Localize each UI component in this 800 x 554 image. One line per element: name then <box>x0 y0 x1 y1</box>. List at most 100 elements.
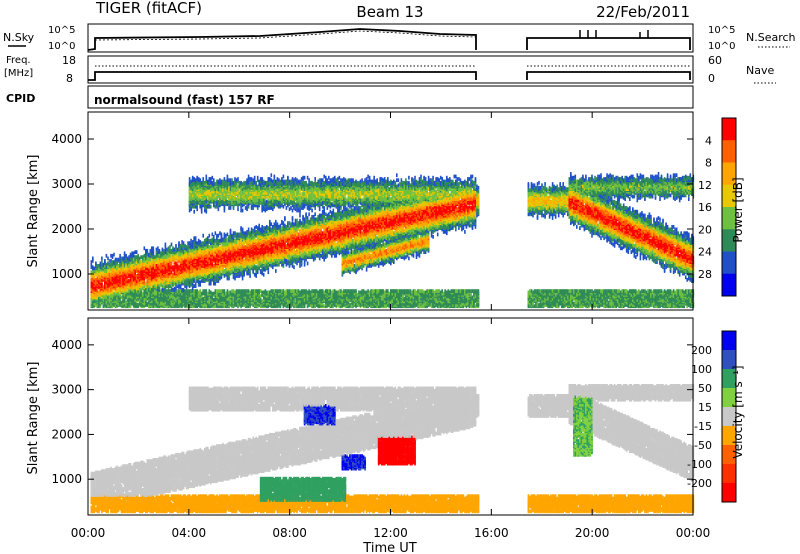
power-pixel <box>206 238 208 242</box>
power-pixel <box>209 289 211 293</box>
power-pixel <box>227 301 229 305</box>
power-pixel <box>190 239 192 243</box>
power-pixel <box>243 259 245 263</box>
power-pixel <box>128 255 130 259</box>
power-pixel <box>201 190 203 194</box>
power-pixel <box>142 292 144 296</box>
power-pixel <box>263 259 265 263</box>
power-pixel <box>101 257 103 261</box>
power-pixel <box>151 259 153 263</box>
power-pixel <box>125 301 127 305</box>
beam-title: Beam 13 <box>356 3 423 21</box>
power-pixel <box>157 246 159 250</box>
power-pixel <box>218 234 220 238</box>
power-pixel <box>227 175 229 179</box>
power-pixel <box>207 249 209 253</box>
power-pixel <box>187 241 189 245</box>
power-pixel <box>103 263 105 267</box>
power-pixel <box>245 245 247 249</box>
power-pixel <box>231 178 233 182</box>
power-pixel <box>122 257 124 261</box>
power-pixel <box>227 289 229 293</box>
power-pixel <box>218 200 220 204</box>
power-pixel <box>180 244 182 248</box>
power-pixel <box>228 263 230 267</box>
power-pixel <box>118 292 120 296</box>
power-pixel <box>240 289 242 293</box>
power-pixel <box>192 273 194 277</box>
power-pixel <box>189 289 191 293</box>
power-pixel <box>216 293 218 297</box>
power-pixel <box>103 272 105 276</box>
power-pixel <box>263 273 265 277</box>
freq-strip: Freq. [MHz] 18 8 60 0 Nave <box>4 54 776 85</box>
power-pixel <box>186 285 188 289</box>
power-pixel <box>225 292 227 296</box>
power-pixel <box>254 273 256 277</box>
power-pixel <box>257 176 259 180</box>
nsky-tick-bottom: 10^0 <box>48 41 75 52</box>
power-pixel <box>242 182 244 186</box>
power-pixel <box>178 289 180 293</box>
power-pixel <box>110 263 112 267</box>
power-pixel <box>192 176 194 180</box>
power-pixel <box>263 250 265 254</box>
nsearch-label: N.Search <box>746 31 796 44</box>
power-pixel <box>254 180 256 184</box>
power-pixel <box>230 255 232 259</box>
power-pixel <box>177 248 179 252</box>
power-pixel <box>255 181 257 185</box>
power-pixel <box>107 257 109 261</box>
power-pixel <box>242 228 244 232</box>
power-pixel <box>239 181 241 185</box>
power-pixel <box>255 289 257 293</box>
power-pixel <box>222 289 224 293</box>
power-pixel <box>240 226 242 230</box>
nsky-tick-top: 10^5 <box>48 25 75 36</box>
power-pixel <box>193 284 195 288</box>
power-pixel <box>92 282 94 286</box>
power-pixel <box>199 178 201 182</box>
power-pixel <box>198 239 200 243</box>
power-pixel <box>242 209 244 213</box>
power-pixel <box>124 293 126 297</box>
power-pixel <box>254 289 256 293</box>
power-pixel <box>249 274 251 278</box>
power-pixel <box>121 301 123 305</box>
nsearch-tick-top: 10^5 <box>708 25 735 36</box>
power-pixel <box>116 258 118 262</box>
power-pixel <box>195 178 197 182</box>
power-pixel <box>204 181 206 185</box>
power-pixel <box>210 262 212 266</box>
power-pixel <box>236 197 238 201</box>
power-pixel <box>165 249 167 253</box>
power-pixel <box>257 293 259 297</box>
power-pixel <box>255 265 257 269</box>
power-pixel <box>104 259 106 263</box>
power-pixel <box>237 289 239 293</box>
power-pixel <box>142 255 144 259</box>
power-pixel <box>130 270 132 274</box>
power-pixel <box>145 282 147 286</box>
power-pixel <box>100 262 102 266</box>
power-pixel <box>166 248 168 252</box>
power-pixel <box>145 249 147 253</box>
power-pixel <box>189 241 191 245</box>
power-pixel <box>242 289 244 293</box>
power-pixel <box>95 262 97 266</box>
power-pixel <box>219 289 221 293</box>
power-pixel <box>258 180 260 184</box>
power-pixel <box>130 267 132 271</box>
power-pixel <box>112 254 114 258</box>
power-pixel <box>233 289 235 293</box>
power-pixel <box>156 264 158 268</box>
power-pixel <box>106 263 108 267</box>
power-pixel <box>159 249 161 253</box>
power-pixel <box>121 257 123 261</box>
power-pixel <box>261 291 263 295</box>
power-pixel <box>246 289 248 293</box>
power-pixel <box>209 239 211 243</box>
power-pixel <box>187 289 189 293</box>
power-pixel <box>227 238 229 242</box>
power-pixel <box>234 291 236 295</box>
